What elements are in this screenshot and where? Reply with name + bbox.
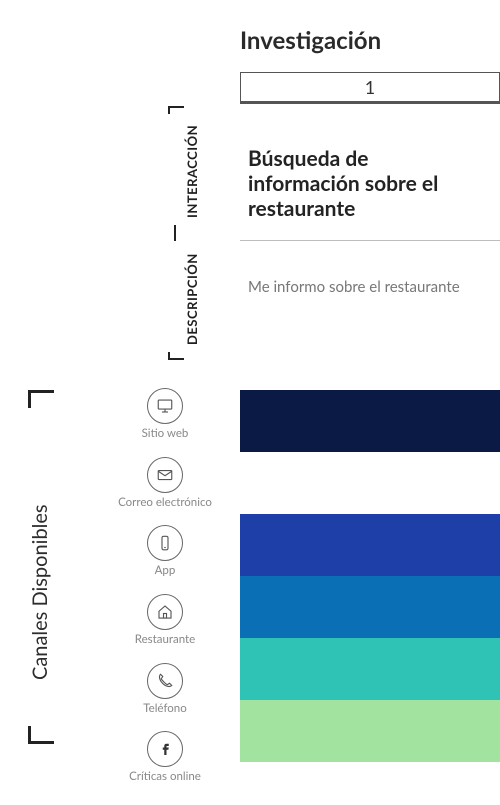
home-icon <box>147 594 183 630</box>
band-correo <box>240 452 500 514</box>
bracket-corner <box>168 106 184 114</box>
step-number: 1 <box>365 76 375 98</box>
channels-column: Sitio web Correo electrónico App Restaur… <box>100 388 230 800</box>
band-telefono <box>240 638 500 700</box>
facebook-icon <box>147 731 183 767</box>
channel-label: Restaurante <box>135 634 195 647</box>
handset-icon <box>147 663 183 699</box>
channel-label: Teléfono <box>143 703 187 716</box>
label-interaccion: INTERACCIÓN <box>184 125 200 218</box>
channel-label: Correo electrónico <box>118 497 212 510</box>
channel-sitio-web: Sitio web <box>100 388 230 441</box>
monitor-icon <box>147 388 183 424</box>
phase-title: Investigación <box>240 26 381 55</box>
canales-bracket-bottom <box>28 726 54 744</box>
step-number-box: 1 <box>240 72 500 104</box>
channel-criticas: Críticas online <box>100 731 230 784</box>
band-criticas <box>240 700 500 762</box>
channel-label: Sitio web <box>142 428 189 441</box>
channel-telefono: Teléfono <box>100 663 230 716</box>
label-separator <box>174 225 176 241</box>
band-sitio-web <box>240 390 500 452</box>
channel-app: App <box>100 525 230 578</box>
interaction-description: Me informo sobre el restaurante <box>248 278 500 296</box>
channel-restaurante: Restaurante <box>100 594 230 647</box>
channel-label: App <box>155 565 176 578</box>
phone-icon <box>147 525 183 561</box>
band-app <box>240 514 500 576</box>
channel-label: Críticas online <box>129 771 201 784</box>
canales-bracket-top <box>28 390 54 408</box>
channel-correo: Correo electrónico <box>100 457 230 510</box>
bracket-corner <box>168 352 184 360</box>
interaction-heading: Búsqueda de información sobre el restaur… <box>248 146 478 222</box>
canales-heading: Canales Disponibles <box>28 504 52 680</box>
mail-icon <box>147 457 183 493</box>
section-divider <box>240 240 500 241</box>
label-descripcion: DESCRIPCIÓN <box>184 253 200 345</box>
band-restaurante <box>240 576 500 638</box>
channel-bands <box>240 390 500 762</box>
